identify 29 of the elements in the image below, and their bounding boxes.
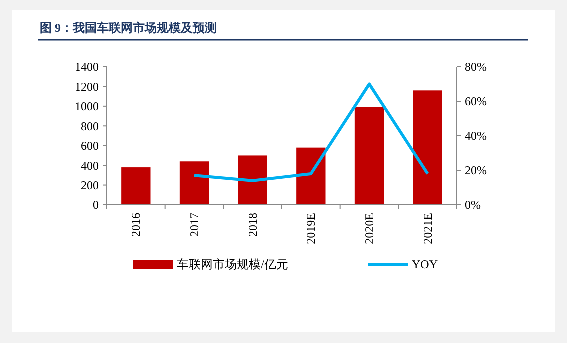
legend-label: YOY: [412, 258, 438, 272]
y-tick-label: 1000: [75, 100, 99, 114]
y-tick-label: 800: [81, 119, 99, 134]
y-tick-label: 1400: [75, 60, 99, 74]
bar: [413, 90, 442, 205]
y-tick-label: 600: [81, 139, 99, 154]
line-series: [193, 82, 430, 182]
y2-tick-label: 60%: [465, 94, 487, 109]
x-tick-label: 2018: [246, 213, 260, 237]
x-tick-label: 2016: [129, 213, 144, 237]
y-tick-label: 200: [81, 178, 99, 192]
legend-label: 车联网市场规模/亿元: [177, 258, 288, 272]
x-tick-label: 2017: [188, 213, 202, 237]
bar: [180, 162, 210, 205]
y-tick-label: 1200: [75, 80, 99, 94]
y-tick-label: 400: [81, 158, 99, 173]
bar: [122, 168, 151, 205]
y2-tick-label: 20%: [465, 164, 487, 178]
x-tick-label: 2021E: [420, 213, 435, 244]
bar: [296, 148, 326, 205]
x-tick-label: 2020E: [362, 213, 376, 244]
x-tick-label: 2019E: [304, 213, 318, 244]
y2-tick-label: 0%: [465, 198, 481, 212]
bar: [238, 156, 268, 205]
bar: [354, 107, 384, 205]
y2-tick-label: 80%: [465, 60, 487, 74]
y-tick-label: 0: [93, 198, 99, 212]
chart-title: 图 9：我国车联网市场规模及预测: [40, 21, 217, 35]
y2-tick-label: 40%: [465, 129, 487, 144]
